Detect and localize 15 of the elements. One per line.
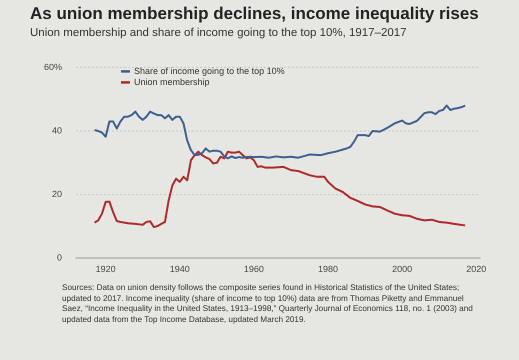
- x-tick-label: 2000: [392, 264, 412, 274]
- y-tick-label: 60%: [44, 62, 62, 72]
- legend-label: Union membership: [134, 76, 210, 87]
- y-tick-label: 20: [52, 189, 62, 200]
- chart-title: As union membership declines, income inequality rises: [30, 4, 479, 24]
- x-tick-label: 1960: [244, 264, 264, 274]
- legend-label: Share of income going to the top 10%: [134, 66, 285, 76]
- x-tick-label: 2020: [466, 264, 486, 274]
- y-tick-label: 40: [52, 125, 62, 136]
- x-tick-label: 1920: [96, 264, 116, 274]
- y-tick-label: 0: [57, 252, 62, 263]
- x-tick-label: 1980: [318, 264, 338, 274]
- x-tick-label: 1940: [170, 264, 190, 274]
- chart-subtitle: Union membership and share of income going to the top 10%, 1917–2017: [30, 27, 407, 39]
- source-note: Sources: Data on union density follows the composite series found in Historical Statistics of the United States; updated to 2017. Income inequality (share of income to top 10%) data are from Thomas Piketty and Emmanuel Saez, “Income Inequality in the United States, 1913–1998,” Quarterly Journal of Economics 118, no. 1 (2003) and updated data from the Top Income Database, updated March 2019.: [62, 283, 474, 325]
